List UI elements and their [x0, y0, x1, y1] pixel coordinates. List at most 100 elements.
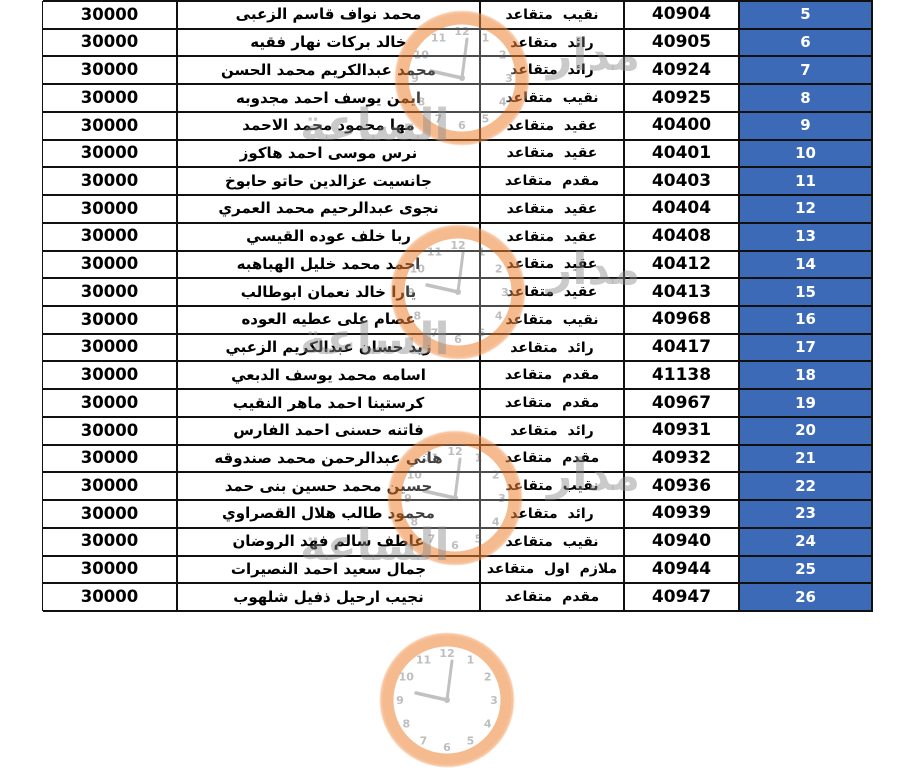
id-number-cell: 40400 — [624, 111, 739, 140]
id-number-cell: 40417 — [624, 333, 739, 362]
id-number-cell: 40905 — [624, 28, 739, 57]
id-number-cell: 40967 — [624, 389, 739, 417]
rank-cell: مقدم متقاعد — [480, 444, 624, 473]
name-cell: كرستينا احمد ماهر النقيب — [177, 389, 480, 417]
name-cell: هاني عبدالرحمن محمد صندوقه — [177, 444, 480, 473]
amount-cell: 30000 — [42, 583, 177, 611]
serial-cell: 7 — [739, 56, 872, 85]
serial-cell: 22 — [739, 472, 872, 501]
amount-cell: 30000 — [42, 222, 177, 251]
serial-cell: 9 — [739, 111, 872, 140]
svg-text:3: 3 — [490, 694, 498, 707]
id-number-cell: 40408 — [624, 222, 739, 251]
amount-cell: 30000 — [42, 500, 177, 528]
svg-text:2: 2 — [484, 671, 492, 684]
serial-cell: 6 — [739, 28, 872, 57]
svg-text:9: 9 — [396, 694, 404, 707]
name-cell: زيد حسان عبدالكريم الزعبي — [177, 333, 480, 362]
retirees-table: 5 40904 نقيب متقاعد محمد نواف قاسم الزعبى 30… — [42, 0, 873, 612]
rank-cell: نقيب متقاعد — [480, 84, 624, 112]
rank-cell: رائد متقاعد — [480, 28, 624, 57]
rank-cell: مقدم متقاعد — [480, 389, 624, 417]
name-cell: نجوى عبدالرحيم محمد العمري — [177, 195, 480, 223]
id-number-cell: 40924 — [624, 56, 739, 85]
rank-cell: نقيب متقاعد — [480, 305, 624, 334]
rank-cell: ملازم اول متقاعد — [480, 555, 624, 584]
serial-cell: 14 — [739, 250, 872, 279]
serial-cell: 5 — [739, 1, 872, 29]
id-number-cell: 40403 — [624, 167, 739, 196]
rank-cell: مقدم متقاعد — [480, 361, 624, 390]
name-cell: اسامه محمد يوسف الدبعي — [177, 361, 480, 390]
name-cell: محمد عبدالكريم محمد الحسن — [177, 56, 480, 85]
watermark-clock-icon: 12 1 2 3 4 5 6 7 8 9 10 11 — [377, 630, 517, 770]
id-number-cell: 40939 — [624, 500, 739, 528]
name-cell: احمد محمد خليل الهباهبه — [177, 250, 480, 279]
serial-cell: 13 — [739, 222, 872, 251]
rank-cell: رائد متقاعد — [480, 333, 624, 362]
serial-cell: 23 — [739, 500, 872, 528]
name-cell: جمال سعيد احمد النصيرات — [177, 555, 480, 584]
svg-text:10: 10 — [399, 671, 415, 684]
svg-text:11: 11 — [416, 653, 431, 666]
serial-cell: 15 — [739, 278, 872, 306]
svg-text:7: 7 — [420, 735, 428, 748]
serial-cell: 10 — [739, 139, 872, 168]
id-number-cell: 40940 — [624, 527, 739, 556]
serial-cell: 20 — [739, 416, 872, 445]
amount-cell: 30000 — [42, 167, 177, 196]
serial-cell: 17 — [739, 333, 872, 362]
amount-cell: 30000 — [42, 84, 177, 112]
id-number-cell: 40413 — [624, 278, 739, 306]
rank-cell: عقيد متقاعد — [480, 250, 624, 279]
svg-text:8: 8 — [402, 718, 410, 731]
name-cell: خالد بركات نهار فقيه — [177, 28, 480, 57]
id-number-cell: 41138 — [624, 361, 739, 390]
amount-cell: 30000 — [42, 527, 177, 556]
svg-text:12: 12 — [439, 647, 454, 660]
rank-cell: عقيد متقاعد — [480, 278, 624, 306]
id-number-cell: 40936 — [624, 472, 739, 501]
amount-cell: 30000 — [42, 139, 177, 168]
rank-cell: عقيد متقاعد — [480, 222, 624, 251]
amount-cell: 30000 — [42, 195, 177, 223]
rank-cell: نقيب متقاعد — [480, 1, 624, 29]
amount-cell: 30000 — [42, 278, 177, 306]
rank-cell: نقيب متقاعد — [480, 527, 624, 556]
serial-cell: 24 — [739, 527, 872, 556]
serial-cell: 25 — [739, 555, 872, 584]
rank-cell: عقيد متقاعد — [480, 195, 624, 223]
id-number-cell: 40944 — [624, 555, 739, 584]
amount-cell: 30000 — [42, 305, 177, 334]
amount-cell: 30000 — [42, 56, 177, 85]
rank-cell: مقدم متقاعد — [480, 583, 624, 611]
svg-text:4: 4 — [484, 718, 492, 731]
id-number-cell: 40412 — [624, 250, 739, 279]
serial-cell: 18 — [739, 361, 872, 390]
id-number-cell: 40931 — [624, 416, 739, 445]
serial-cell: 16 — [739, 305, 872, 334]
amount-cell: 30000 — [42, 555, 177, 584]
name-cell: يارا خالد نعمان ابوطالب — [177, 278, 480, 306]
name-cell: عاطف سالم فهد الروضان — [177, 527, 480, 556]
name-cell: نرس موسى احمد هاكوز — [177, 139, 480, 168]
serial-cell: 19 — [739, 389, 872, 417]
rank-cell: رائد متقاعد — [480, 500, 624, 528]
serial-cell: 8 — [739, 84, 872, 112]
amount-cell: 30000 — [42, 472, 177, 501]
id-number-cell: 40932 — [624, 444, 739, 473]
amount-cell: 30000 — [42, 416, 177, 445]
rank-cell: عقيد متقاعد — [480, 111, 624, 140]
amount-cell: 30000 — [42, 1, 177, 29]
amount-cell: 30000 — [42, 111, 177, 140]
amount-cell: 30000 — [42, 361, 177, 390]
name-cell: ايمن يوسف احمد مجدوبه — [177, 84, 480, 112]
serial-cell: 21 — [739, 444, 872, 473]
serial-cell: 11 — [739, 167, 872, 196]
id-number-cell: 40968 — [624, 305, 739, 334]
name-cell: عصام على عطيه العوده — [177, 305, 480, 334]
svg-text:6: 6 — [443, 741, 451, 754]
rank-cell: رائد متقاعد — [480, 56, 624, 85]
id-number-cell: 40947 — [624, 583, 739, 611]
name-cell: جانسيت عزالدين حاتو حابوخ — [177, 167, 480, 196]
